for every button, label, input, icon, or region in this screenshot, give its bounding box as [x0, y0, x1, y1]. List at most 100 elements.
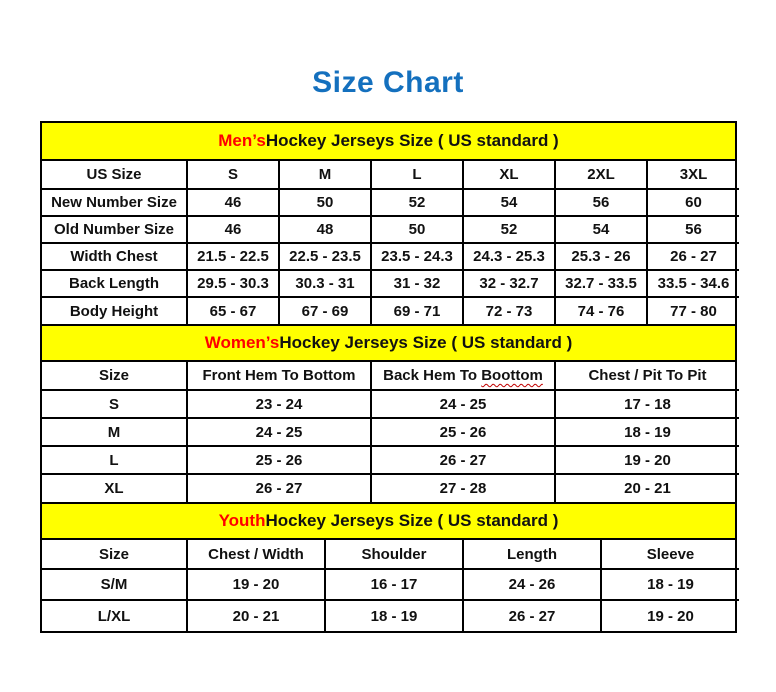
data-cell: 22.5 - 23.5: [278, 242, 372, 271]
data-cell: 65 - 67: [186, 296, 280, 324]
column-header-cell: Chest / Pit To Pit: [554, 362, 739, 391]
data-cell: 30.3 - 31: [278, 269, 372, 298]
data-cell: 24 - 26: [462, 568, 602, 601]
data-cell: 27 - 28: [370, 473, 556, 502]
row-header-cell: M: [42, 417, 188, 447]
data-cell: 16 - 17: [324, 568, 464, 601]
youth-header-highlight: Youth: [218, 511, 266, 530]
row-header-cell: L: [42, 445, 188, 475]
row-header-cell: S: [42, 389, 188, 419]
column-header-cell: M: [278, 161, 372, 190]
column-header-row: US Size S M L XL 2XL 3XL: [42, 161, 739, 190]
data-cell: 26 - 27: [462, 599, 602, 631]
data-cell: 32 - 32.7: [462, 269, 556, 298]
table-row: Back Length 29.5 - 30.3 30.3 - 31 31 - 32 32…: [42, 269, 739, 298]
womens-header-highlight: Women’s: [204, 333, 280, 352]
data-cell: 18 - 19: [600, 568, 739, 601]
data-cell: 56: [554, 188, 648, 217]
row-header-cell: Old Number Size: [42, 215, 188, 244]
row-header-cell: Body Height: [42, 296, 188, 324]
table-row: Width Chest 21.5 - 22.5 22.5 - 23.5 23.5 - …: [42, 242, 739, 271]
row-header-cell: Width Chest: [42, 242, 188, 271]
column-header-cell: Length: [462, 540, 602, 570]
data-cell: 26 - 27: [186, 473, 372, 502]
mens-size-table: US Size S M L XL 2XL 3XL New Number Size 46 50 52…: [42, 161, 739, 324]
row-header-cell: XL: [42, 473, 188, 502]
data-cell: 52: [462, 215, 556, 244]
size-chart-container: Men’s Hockey Jerseys Size ( US standard …: [40, 121, 739, 633]
table-row: L/XL 20 - 21 18 - 19 26 - 27 19 - 20: [42, 599, 739, 631]
data-cell: 46: [186, 188, 280, 217]
table-row: Body Height 65 - 67 67 - 69 69 - 71 72 - 73 7…: [42, 296, 739, 324]
column-header-cell: Sleeve: [600, 540, 739, 570]
data-cell: 18 - 19: [324, 599, 464, 631]
data-cell: 18 - 19: [554, 417, 739, 447]
mens-header-highlight: Men’s: [218, 131, 266, 150]
data-cell: 33.5 - 34.6: [646, 269, 739, 298]
row-header-cell: Back Length: [42, 269, 188, 298]
column-header-row: Size Front Hem To Bottom Back Hem To Boott…: [42, 362, 739, 391]
column-header-cell: Shoulder: [324, 540, 464, 570]
mens-header-rest: Hockey Jerseys Size ( US standard ): [265, 131, 559, 150]
data-cell: 46: [186, 215, 280, 244]
youth-header-rest: Hockey Jerseys Size ( US standard ): [265, 511, 559, 530]
womens-section-header: Women’s Hockey Jerseys Size ( US standar…: [42, 324, 735, 362]
column-header-cell: Size: [42, 362, 188, 391]
column-header-cell: 2XL: [554, 161, 648, 190]
data-cell: 26 - 27: [646, 242, 739, 271]
column-header-cell: L: [370, 161, 464, 190]
data-cell: 20 - 21: [554, 473, 739, 502]
data-cell: 52: [370, 188, 464, 217]
data-cell: 29.5 - 30.3: [186, 269, 280, 298]
data-cell: 24 - 25: [186, 417, 372, 447]
data-cell: 77 - 80: [646, 296, 739, 324]
data-cell: 24 - 25: [370, 389, 556, 419]
table-row: S 23 - 24 24 - 25 17 - 18: [42, 389, 739, 419]
column-header-cell: S: [186, 161, 280, 190]
youth-section-header: Youth Hockey Jerseys Size ( US standard …: [42, 502, 735, 540]
data-cell: 74 - 76: [554, 296, 648, 324]
data-cell: 26 - 27: [370, 445, 556, 475]
column-header-cell: Chest / Width: [186, 540, 326, 570]
misspelled-word: Boottom: [481, 367, 543, 384]
data-cell: 60: [646, 188, 739, 217]
data-cell: 54: [554, 215, 648, 244]
column-header-cell: 3XL: [646, 161, 739, 190]
data-cell: 54: [462, 188, 556, 217]
data-cell: 17 - 18: [554, 389, 739, 419]
womens-size-table: Size Front Hem To Bottom Back Hem To Boott…: [42, 362, 739, 502]
data-cell: 56: [646, 215, 739, 244]
row-header-cell: L/XL: [42, 599, 188, 631]
column-header-cell: US Size: [42, 161, 188, 190]
data-cell: 21.5 - 22.5: [186, 242, 280, 271]
data-cell: 19 - 20: [600, 599, 739, 631]
data-cell: 23 - 24: [186, 389, 372, 419]
column-header-cell: Front Hem To Bottom: [186, 362, 372, 391]
table-row: Old Number Size 46 48 50 52 54 56: [42, 215, 739, 244]
data-cell: 50: [370, 215, 464, 244]
data-cell: 31 - 32: [370, 269, 464, 298]
womens-header-rest: Hockey Jerseys Size ( US standard ): [279, 333, 573, 352]
data-cell: 67 - 69: [278, 296, 372, 324]
data-cell: 20 - 21: [186, 599, 326, 631]
row-header-cell: S/M: [42, 568, 188, 601]
data-cell: 32.7 - 33.5: [554, 269, 648, 298]
data-cell: 19 - 20: [186, 568, 326, 601]
data-cell: 19 - 20: [554, 445, 739, 475]
data-cell: 25 - 26: [370, 417, 556, 447]
data-cell: 50: [278, 188, 372, 217]
table-row: L 25 - 26 26 - 27 19 - 20: [42, 445, 739, 475]
column-header-cell: Size: [42, 540, 188, 570]
table-row: M 24 - 25 25 - 26 18 - 19: [42, 417, 739, 447]
mens-section-header: Men’s Hockey Jerseys Size ( US standard …: [42, 123, 735, 161]
row-header-cell: New Number Size: [42, 188, 188, 217]
data-cell: 23.5 - 24.3: [370, 242, 464, 271]
data-cell: 69 - 71: [370, 296, 464, 324]
data-cell: 48: [278, 215, 372, 244]
data-cell: 72 - 73: [462, 296, 556, 324]
table-row: New Number Size 46 50 52 54 56 60: [42, 188, 739, 217]
table-row: XL 26 - 27 27 - 28 20 - 21: [42, 473, 739, 502]
page-title: Size Chart: [312, 66, 464, 99]
column-header-cell: XL: [462, 161, 556, 190]
table-row: S/M 19 - 20 16 - 17 24 - 26 18 - 19: [42, 568, 739, 601]
